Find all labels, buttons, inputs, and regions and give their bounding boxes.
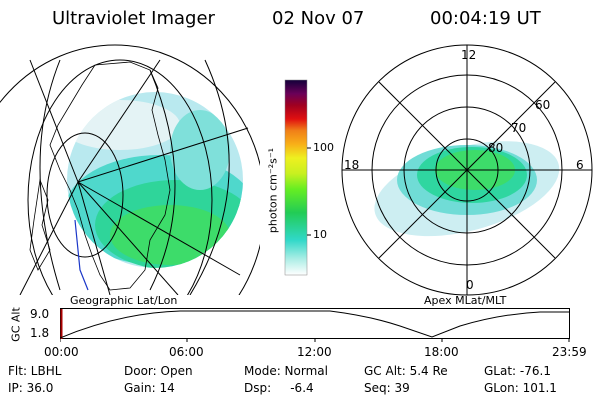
- geo-panel-label: Geographic Lat/Lon: [70, 294, 178, 307]
- status-mode: Mode: Normal: [244, 364, 328, 378]
- status-flt: Flt: LBHL: [8, 364, 62, 378]
- colorbar: [284, 79, 311, 276]
- graticule-lines: [0, 44, 260, 295]
- altitude-curve: [60, 310, 570, 339]
- colorbar-unit-label: photon cm⁻²s⁻¹: [266, 147, 280, 234]
- alt-tick-9: 9.0: [30, 307, 50, 321]
- alt-xtick-1: 06:00: [169, 345, 204, 359]
- status-dsp: Dsp: -6.4: [244, 381, 314, 395]
- alt-xtick-2: 12:00: [297, 345, 332, 359]
- alt-xtick-3: 18:00: [424, 345, 459, 359]
- coastline-marker: [74, 219, 89, 291]
- status-seq: Seq: 39: [364, 381, 410, 395]
- status-glon: GLon: 101.1: [484, 381, 557, 395]
- mlt-label-12: 12: [461, 48, 477, 62]
- geo-image-panel: [0, 44, 260, 295]
- alt-tick-1-8: 1.8: [30, 326, 50, 340]
- mlat-label-80: 80: [488, 141, 504, 155]
- time-label: 00:04:19 UT: [430, 8, 541, 29]
- apex-polar-plot: [341, 44, 593, 296]
- status-gc-alt: GC Alt: 5.4 Re: [364, 364, 448, 378]
- altitude-plot: [60, 308, 570, 342]
- colorbar-tick-100: 100: [313, 141, 334, 154]
- colorbar-tick-10: 10: [313, 228, 327, 241]
- status-glat: GLat: -76.1: [484, 364, 551, 378]
- mlat-label-70: 70: [511, 121, 527, 135]
- continent-outline: [49, 61, 171, 291]
- status-ip: IP: 36.0: [8, 381, 54, 395]
- alt-xtick-4: 23:59: [552, 345, 587, 359]
- mlt-label-6: 6: [576, 158, 584, 172]
- instrument-title: Ultraviolet Imager: [52, 8, 215, 29]
- gc-alt-axis-label: GC Alt: [9, 307, 23, 342]
- mlt-label-0: 0: [466, 278, 474, 292]
- mlat-label-60: 60: [535, 98, 551, 112]
- alt-xtick-0: 00:00: [44, 345, 79, 359]
- date-label: 02 Nov 07: [272, 8, 365, 29]
- status-door: Door: Open: [124, 364, 193, 378]
- status-gain: Gain: 14: [124, 381, 175, 395]
- mlt-label-18: 18: [344, 158, 360, 172]
- apex-panel-label: Apex MLat/MLT: [424, 294, 507, 307]
